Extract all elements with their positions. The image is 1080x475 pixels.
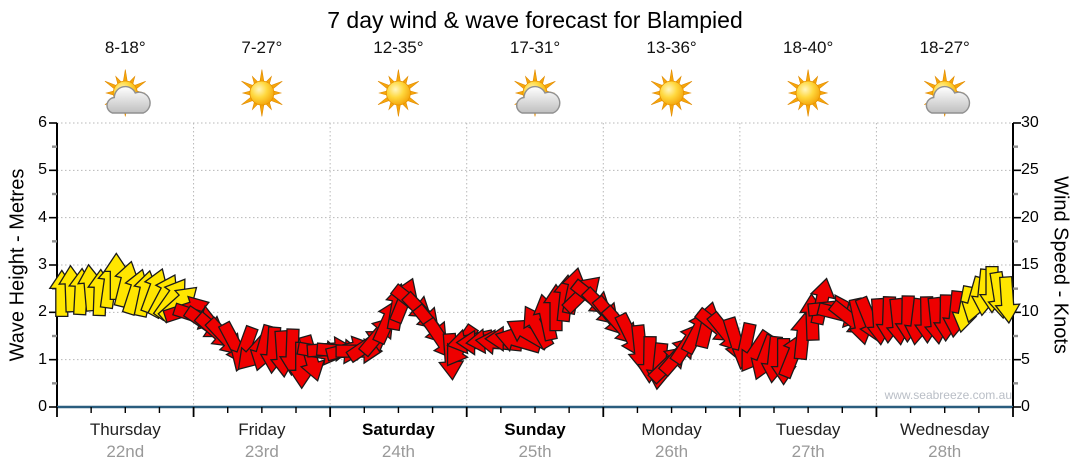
- temperature-range: 17-31°: [509, 38, 561, 57]
- date-label: 28th: [928, 442, 962, 461]
- sun-cloud-icon: [924, 69, 971, 117]
- day-label: Friday: [238, 420, 286, 439]
- sun-icon: [651, 69, 693, 117]
- date-label: 26th: [655, 442, 689, 461]
- day-label: Saturday: [362, 420, 435, 439]
- date-label: 23rd: [244, 442, 279, 461]
- temperature-range: 18-27°: [919, 38, 970, 57]
- day-label: Monday: [641, 420, 702, 439]
- wind-speed-tick-label: 20: [1021, 208, 1039, 226]
- wave-height-tick-label: 4: [38, 208, 47, 226]
- date-label: 25th: [518, 442, 552, 461]
- day-label: Tuesday: [775, 420, 841, 439]
- temperature-range: 7-27°: [241, 38, 283, 57]
- wind-speed-tick-label: 15: [1021, 256, 1039, 273]
- watermark: www.seabreeze.com.au: [884, 388, 1012, 402]
- temperature-range: 13-36°: [646, 38, 697, 57]
- wave-height-tick-label: 2: [38, 303, 47, 321]
- wave-height-tick-label: 5: [38, 161, 47, 179]
- wind-speed-tick-label: 25: [1021, 161, 1039, 179]
- wave-height-tick-label: 3: [38, 256, 47, 273]
- wind-speed-tick-label: 30: [1021, 114, 1039, 131]
- sun-cloud-icon: [514, 69, 561, 117]
- date-label: 22nd: [106, 442, 145, 461]
- temperature-range: 12-35°: [373, 38, 424, 57]
- wave-height-tick-label: 6: [38, 114, 47, 131]
- temperature-range: 8-18°: [104, 38, 146, 57]
- day-label: Wednesday: [899, 420, 990, 439]
- sun-icon: [241, 69, 283, 117]
- sun-icon: [377, 69, 419, 117]
- day-label: Thursday: [89, 420, 161, 439]
- sun-cloud-icon: [104, 69, 151, 117]
- day-label: Sunday: [504, 420, 566, 439]
- chart-title: 7 day wind & wave forecast for Blampied: [327, 7, 743, 33]
- wave-height-tick-label: 0: [38, 398, 47, 415]
- date-label: 27th: [791, 442, 825, 461]
- wind-speed-tick-label: 5: [1021, 350, 1030, 368]
- wind-speed-tick-label: 0: [1021, 398, 1030, 415]
- wind-speed-tick-label: 10: [1021, 303, 1039, 321]
- wind-arrow: [994, 275, 1021, 325]
- temperature-range: 18-40°: [783, 38, 834, 57]
- sun-icon: [787, 69, 829, 117]
- wave-height-tick-label: 1: [38, 350, 47, 368]
- date-label: 24th: [381, 442, 415, 461]
